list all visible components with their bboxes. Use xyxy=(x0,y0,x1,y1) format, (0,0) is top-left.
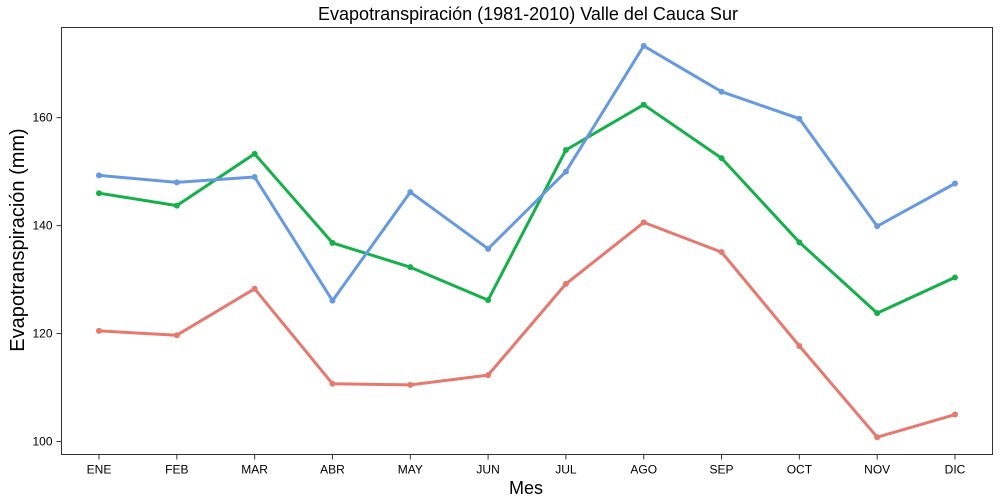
data-point xyxy=(251,174,258,181)
y-tick-label: 140 xyxy=(32,219,52,233)
data-point xyxy=(251,285,258,292)
data-point xyxy=(96,190,102,197)
series-line xyxy=(97,44,957,303)
data-point xyxy=(485,245,492,252)
data-point xyxy=(952,274,958,281)
x-tick-label: MAR xyxy=(241,463,268,477)
x-tick-label: FEB xyxy=(165,463,188,477)
data-point xyxy=(640,42,647,49)
data-point xyxy=(407,189,414,196)
data-point xyxy=(485,372,492,379)
data-point xyxy=(562,147,569,154)
y-tick-label: 120 xyxy=(32,327,52,341)
data-point xyxy=(874,434,881,441)
data-point xyxy=(173,202,180,209)
data-point xyxy=(562,168,569,175)
x-tick-label: NOV xyxy=(864,463,890,477)
data-point xyxy=(329,380,336,387)
data-point xyxy=(718,155,725,162)
x-axis-ticks: ENE FEB MAR ABR MAY JUN JUL AGO SEP OCT NOV DIC xyxy=(87,454,966,477)
x-tick-label: DIC xyxy=(945,463,966,477)
data-point xyxy=(173,332,180,339)
x-tick-label: AGO xyxy=(630,463,657,477)
data-point xyxy=(718,249,725,256)
data-point xyxy=(796,342,803,349)
x-tick-label: ABR xyxy=(320,463,345,477)
x-axis-title: Mes xyxy=(509,478,543,498)
data-point xyxy=(718,88,725,95)
y-tick-label: 100 xyxy=(32,435,52,449)
series-1 xyxy=(96,219,958,441)
data-point xyxy=(173,179,180,186)
data-point xyxy=(874,223,881,230)
y-axis-ticks: 100 120 140 160 xyxy=(32,111,62,449)
x-tick-label: JUL xyxy=(555,463,577,477)
data-point xyxy=(485,297,492,304)
data-point xyxy=(952,411,958,418)
data-point xyxy=(96,172,102,179)
x-tick-label: MAY xyxy=(398,463,423,477)
x-tick-label: SEP xyxy=(710,463,734,477)
x-tick-label: JUN xyxy=(476,463,499,477)
series-line xyxy=(97,103,957,315)
data-point xyxy=(952,180,958,187)
data-point xyxy=(251,150,258,157)
series-layer xyxy=(96,42,958,441)
data-point xyxy=(329,297,336,304)
data-point xyxy=(407,264,414,271)
series-2 xyxy=(96,101,958,317)
x-tick-label: ENE xyxy=(87,463,112,477)
data-point xyxy=(329,239,336,246)
chart-title: Evapotranspiración (1981-2010) Valle del… xyxy=(318,4,738,24)
y-axis-title: Evapotranspiración (mm) xyxy=(7,128,29,351)
y-tick-label: 160 xyxy=(32,111,52,125)
series-line xyxy=(97,220,957,439)
x-tick-label: OCT xyxy=(787,463,813,477)
data-point xyxy=(796,115,803,122)
data-point xyxy=(562,280,569,287)
data-point xyxy=(96,327,102,334)
data-point xyxy=(796,239,803,246)
plot-frame xyxy=(61,27,993,455)
data-point xyxy=(407,381,414,388)
data-point xyxy=(640,219,647,226)
series-3 xyxy=(96,42,958,304)
data-point xyxy=(874,310,881,317)
data-point xyxy=(640,101,647,108)
